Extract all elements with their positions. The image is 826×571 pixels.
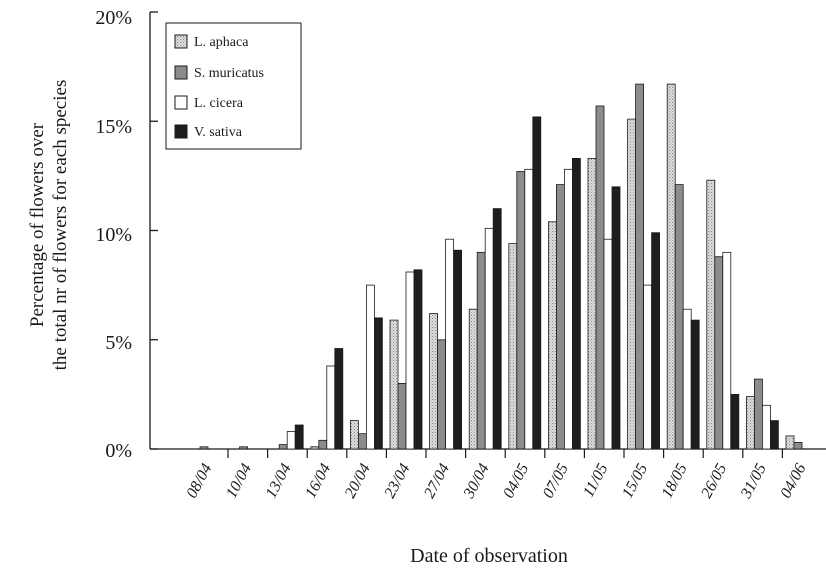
legend-swatch-v-sativa [174,124,188,139]
x-tick-label: 11/05 [580,461,612,500]
bar-l-cicera-30-04 [484,227,494,450]
bars [199,83,803,450]
bar-l-cicera-27-04 [445,238,455,450]
bar-l-cicera-31-05 [762,404,771,450]
bar-l-aphaca-23-04 [389,319,399,450]
bar-s-muricatus-07-05 [556,184,565,450]
x-axis-ticks: 08/04 10/04 13/04 16/04 20/04 23/04 27/04 30/04… [183,449,810,502]
bar-l-cicera-26-05 [722,251,732,450]
y-tick-label: 10% [95,224,132,246]
x-tick-label: 15/05 [619,461,651,501]
bar-l-aphaca-04-05 [508,243,518,450]
x-tick-label: 04/05 [500,461,532,501]
bar-v-sativa-16-04 [334,348,344,450]
y-tick-label: 5% [105,332,132,354]
bar-l-aphaca-11-05 [587,157,597,450]
bar-v-sativa-27-04 [453,249,463,450]
bar-v-sativa-18-05 [690,319,700,450]
y-axis-title: Percentage of flowers over the total nr … [27,80,71,371]
legend-label-l-aphaca: L. aphaca [194,35,249,50]
bar-l-cicera-13-04 [286,431,296,450]
x-tick-label: 10/04 [223,461,255,501]
bar-v-sativa-07-05 [572,157,581,450]
bar-l-cicera-18-05 [682,308,692,450]
bar-l-cicera-04-05 [524,168,534,450]
bar-s-muricatus-20-04 [357,433,367,450]
bar-s-muricatus-16-04 [318,439,328,450]
y-tick-label: 20% [95,7,132,29]
legend-label-v-sativa: V. sativa [194,125,243,140]
bar-s-muricatus-30-04 [476,251,486,450]
bar-v-sativa-31-05 [770,420,779,450]
bar-s-muricatus-04-06 [793,441,803,450]
bar-s-muricatus-15-05 [635,83,644,450]
bar-s-muricatus-27-04 [437,339,447,450]
legend-label-l-cicera: L. cicera [194,96,244,111]
y-tick-label: 0% [105,440,132,462]
bar-l-aphaca-04-06 [785,435,795,450]
x-tick-label: 13/04 [263,461,295,501]
x-tick-label: 27/04 [421,461,453,501]
bar-l-cicera-23-04 [405,271,415,450]
x-tick-label: 20/04 [342,461,374,501]
bar-l-cicera-15-05 [643,284,652,450]
bar-v-sativa-23-04 [413,269,423,450]
bar-l-aphaca-20-04 [349,420,359,450]
x-tick-label: 04/06 [777,461,809,501]
legend-swatch-l-cicera [174,95,188,110]
bar-v-sativa-15-05 [651,232,660,450]
x-tick-label: 07/05 [540,461,572,501]
x-tick-label: 16/04 [302,461,334,501]
bar-l-cicera-20-04 [365,284,375,450]
bar-v-sativa-04-05 [532,116,542,450]
bar-s-muricatus-08-04 [199,446,209,450]
bar-l-aphaca-18-05 [666,83,676,450]
y-axis-ticks: 0% 5% 10% 15% 20% [95,7,132,462]
bar-s-muricatus-23-04 [397,382,407,450]
legend: L. aphaca S. muricatus L. cicera V. sati… [165,22,302,150]
bar-s-muricatus-11-05 [595,105,605,450]
x-tick-label: 31/05 [737,461,770,502]
bar-l-aphaca-27-04 [429,313,439,450]
bar-l-aphaca-30-04 [468,308,478,450]
legend-box [165,22,302,150]
x-tick-label: 23/04 [381,461,413,501]
bar-v-sativa-26-05 [730,393,740,450]
x-tick-label: 26/05 [698,461,730,501]
bar-l-aphaca-15-05 [627,118,636,450]
bar-s-muricatus-26-05 [714,256,724,450]
bar-v-sativa-20-04 [373,317,383,450]
y-tick-label: 15% [95,116,132,138]
legend-swatch-l-aphaca [174,34,188,49]
bar-v-sativa-13-04 [294,424,304,450]
bar-l-cicera-16-04 [326,365,336,450]
bar-s-muricatus-13-04 [278,444,288,450]
x-tick-label: 30/04 [460,461,493,502]
bar-v-sativa-11-05 [611,186,621,450]
bar-s-muricatus-04-05 [516,171,526,450]
legend-swatch-s-muricatus [174,65,188,80]
y-axis-title-line-2: the total nr of flowers for each species [50,80,71,371]
bar-l-cicera-11-05 [603,238,613,450]
bar-s-muricatus-10-04 [239,446,249,450]
x-tick-label: 18/05 [659,461,691,501]
x-tick-label: 08/04 [183,461,215,501]
bar-s-muricatus-18-05 [674,184,684,450]
bar-l-aphaca-16-04 [310,446,320,450]
bar-s-muricatus-31-05 [754,378,763,450]
bar-l-aphaca-31-05 [746,396,755,450]
bar-l-cicera-07-05 [564,168,573,450]
bar-l-aphaca-26-05 [706,179,716,450]
bar-v-sativa-30-04 [492,208,502,450]
bar-l-aphaca-07-05 [548,221,557,450]
legend-label-s-muricatus: S. muricatus [194,66,264,81]
y-axis-title-line-1: Percentage of flowers over [27,122,48,327]
x-axis-title: Date of observation [410,545,568,567]
